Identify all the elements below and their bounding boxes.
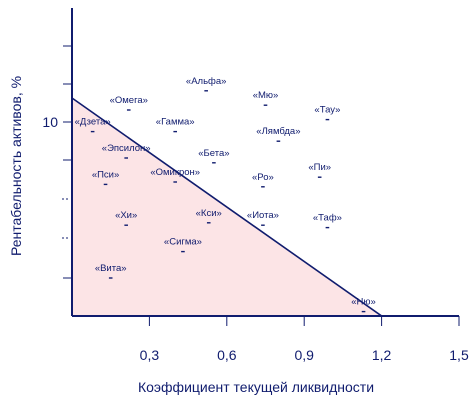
boundary-line	[71, 97, 383, 317]
data-point: «Дзета»	[75, 117, 111, 133]
point-label: «Омикрон»	[150, 167, 200, 178]
data-point: «Ню»	[351, 297, 376, 313]
y-axis-label: Рентабельность активов, %	[8, 76, 24, 256]
data-point: «Лямбда»	[256, 126, 301, 142]
x-tick-label: 0,3	[140, 347, 160, 363]
data-point: «Сигма»	[164, 237, 202, 253]
data-point: «Гамма»	[156, 117, 195, 133]
x-tick-label: 0,9	[294, 347, 314, 363]
point-label: «Хи»	[115, 210, 137, 221]
point-label: «Альфа»	[186, 76, 227, 87]
point-label: «Мю»	[253, 90, 279, 101]
x-tick-label: 1,2	[372, 347, 392, 363]
data-point: «Эпсилон»	[102, 143, 151, 159]
point-label: «Ро»	[252, 172, 274, 183]
point-label: «Вита»	[95, 263, 127, 274]
data-point: «Мю»	[253, 90, 279, 106]
point-label: «Пи»	[308, 162, 331, 173]
data-point: «Пи»	[308, 162, 331, 178]
point-label: «Бета»	[198, 148, 229, 159]
x-tick-label: 0,6	[217, 347, 237, 363]
x-tick-label: 1,5	[449, 347, 469, 363]
point-label: «Кси»	[196, 208, 222, 219]
point-label: «Дзета»	[75, 117, 111, 128]
data-point: «Бета»	[198, 148, 230, 164]
point-label: «Таф»	[313, 213, 342, 224]
point-label: «Лямбда»	[256, 126, 300, 137]
data-point: «Ро»	[252, 172, 274, 188]
data-point: «Альфа»	[186, 76, 227, 92]
data-point: «Вита»	[95, 263, 127, 279]
y-axis-ticks: 10	[42, 45, 72, 279]
point-label: «Сигма»	[164, 237, 202, 248]
point-label: «Эпсилон»	[102, 143, 151, 154]
data-point: «Иота»	[247, 210, 279, 226]
data-point: «Кси»	[196, 208, 222, 224]
point-label: «Омега»	[110, 95, 148, 106]
x-axis-ticks: 0,3 0,6 0,9 1,2 1,5	[140, 316, 469, 363]
point-label: «Тау»	[314, 105, 340, 116]
point-label: «Пси»	[92, 169, 119, 180]
y-tick-label: 10	[42, 114, 58, 130]
x-axis-label: Коэффициент текущей ликвидности	[138, 379, 374, 395]
data-point: «Хи»	[115, 210, 137, 226]
point-label: «Гамма»	[156, 117, 195, 128]
data-point: «Омикрон»	[150, 167, 200, 183]
data-point: «Тау»	[314, 105, 340, 121]
data-point: «Пси»	[92, 169, 119, 186]
data-points: «Альфа» «Мю» «Омега» «Тау» «Дзета» «Гамма» «Ля…	[75, 76, 376, 313]
data-point: «Омега»	[110, 95, 148, 111]
point-label: «Ню»	[351, 297, 376, 308]
data-point: «Таф»	[313, 213, 342, 229]
point-label: «Иота»	[247, 210, 279, 221]
